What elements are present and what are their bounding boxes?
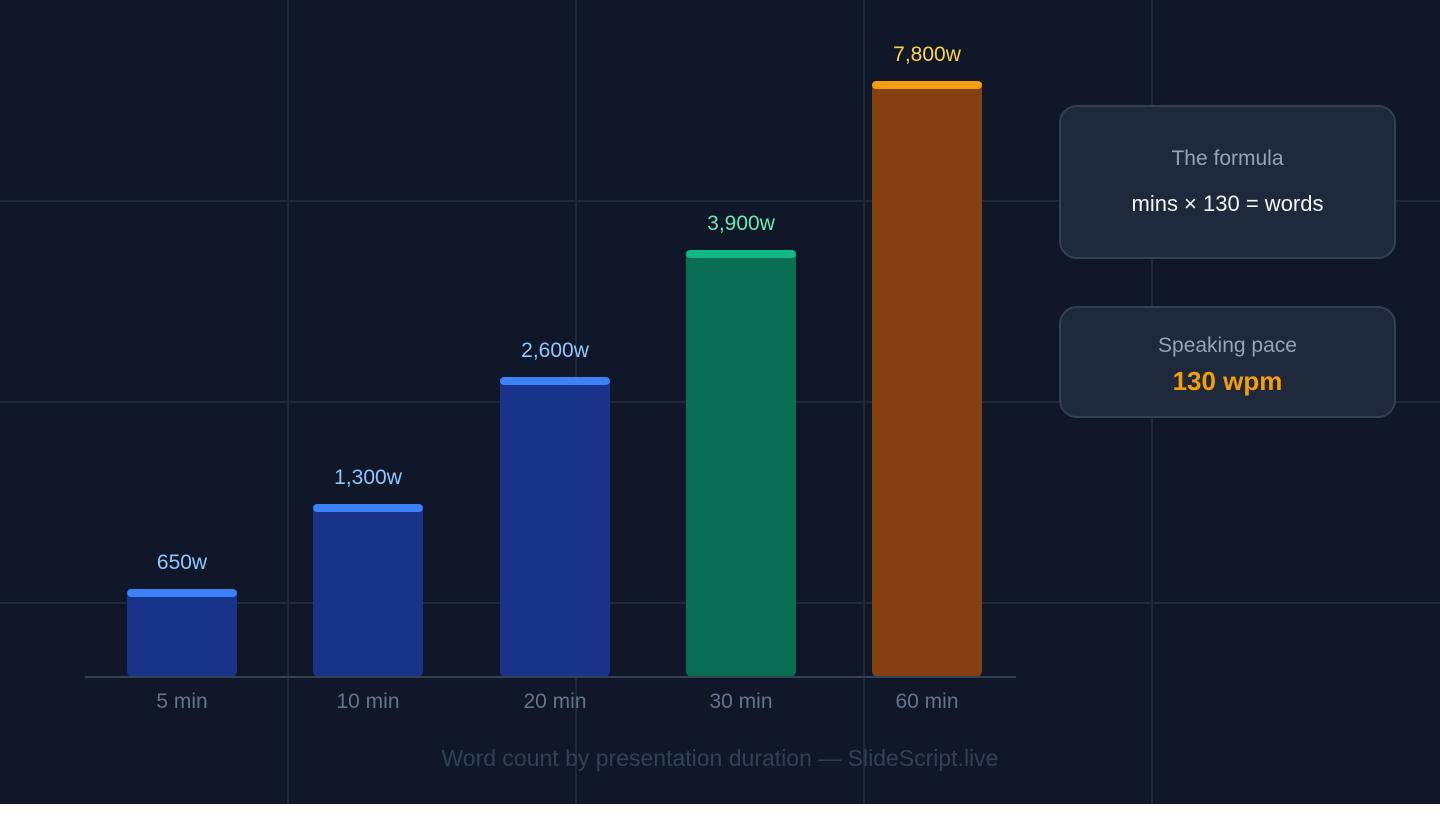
bar-cap	[872, 81, 982, 89]
value-label: 650w	[156, 551, 208, 574]
value-label: 7,800w	[893, 43, 961, 66]
x-tick-label: 5 min	[156, 690, 208, 713]
value-label: 3,900w	[707, 212, 775, 235]
bar	[872, 81, 982, 677]
pace-card: Speaking pace 130 wpm	[1059, 306, 1396, 418]
pace-title: Speaking pace	[1158, 334, 1297, 357]
x-tick-label: 30 min	[709, 690, 773, 713]
chart-canvas: 650w 5 min 1,300w 10 min 2,600w 20 min 3,900w 3…	[0, 0, 1440, 804]
formula-card: The formula mins × 130 = words	[1059, 105, 1396, 259]
bar-cap	[500, 377, 610, 385]
x-axis-line	[85, 676, 1016, 678]
value-label: 1,300w	[334, 466, 402, 489]
formula-title: The formula	[1171, 147, 1284, 170]
value-label: 2,600w	[521, 339, 589, 362]
bar	[313, 504, 423, 677]
bar	[500, 377, 610, 677]
bar-cap	[127, 589, 237, 597]
bar-cap	[686, 250, 796, 258]
pace-value: 130 wpm	[1172, 366, 1283, 396]
bar	[686, 250, 796, 677]
x-tick-label: 60 min	[895, 690, 959, 713]
caption-text: Word count by presentation duration — Sl…	[441, 745, 999, 771]
x-tick-label: 10 min	[336, 690, 400, 713]
formula-value: mins × 130 = words	[1131, 191, 1324, 216]
chart-caption: Word count by presentation duration — Sl…	[0, 745, 1440, 772]
bar	[127, 589, 237, 677]
bar-cap	[313, 504, 423, 512]
grid-line	[0, 200, 1440, 202]
x-tick-label: 20 min	[523, 690, 587, 713]
